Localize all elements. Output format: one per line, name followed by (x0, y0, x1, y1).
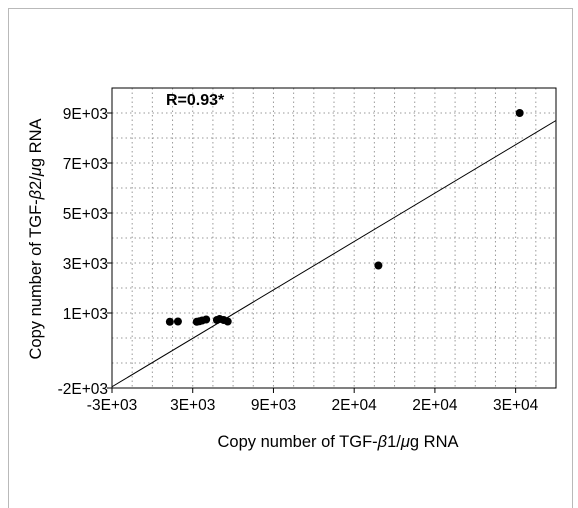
x-tick-label: 3E+04 (493, 397, 539, 414)
x-tick-label: 9E+03 (251, 397, 296, 414)
data-point (374, 261, 383, 270)
regression-line (111, 120, 557, 388)
data-point (202, 315, 211, 324)
x-tick-label: -3E+03 (87, 397, 137, 414)
x-axis-title: Copy number of TGF-β1/μg RNA (217, 433, 458, 451)
y-axis-title: Copy number of TGF-β2/μg RNA (27, 118, 45, 359)
y-tick-label: -2E+03 (58, 381, 108, 398)
tick-marks (107, 112, 517, 393)
x-tick-label: 3E+03 (170, 397, 215, 414)
y-tick-label: 5E+03 (63, 206, 108, 223)
data-point (515, 109, 524, 117)
x-tick-labels: -3E+03 3E+03 9E+03 2E+04 2E+04 3E+04 (87, 397, 539, 414)
grid-lines (112, 88, 556, 388)
data-points (165, 109, 524, 326)
data-point (165, 317, 174, 326)
data-point (173, 317, 182, 326)
plot-area (111, 87, 557, 389)
y-tick-label: 3E+03 (63, 256, 108, 273)
correlation-annotation: R=0.93* (166, 92, 225, 109)
y-tick-label: 9E+03 (63, 106, 108, 123)
x-tick-label: 2E+04 (412, 397, 458, 414)
data-point (223, 317, 232, 326)
y-tick-label: 1E+03 (63, 306, 108, 323)
y-tick-label: 7E+03 (63, 156, 108, 173)
y-tick-labels: -2E+03 1E+03 3E+03 5E+03 7E+03 9E+03 (58, 106, 108, 398)
x-tick-label: 2E+04 (332, 397, 378, 414)
figure-frame (8, 8, 573, 508)
